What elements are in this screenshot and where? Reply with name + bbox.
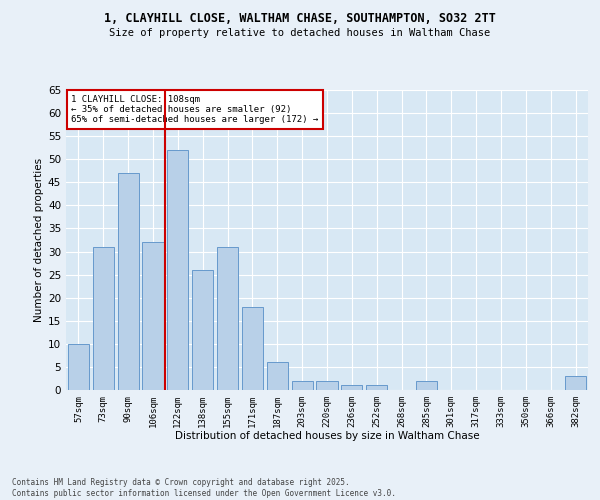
Bar (93, 247, 114, 390)
Bar (416, 381, 437, 390)
Text: Size of property relative to detached houses in Waltham Chase: Size of property relative to detached ho… (109, 28, 491, 38)
Bar (341, 386, 362, 390)
Bar (118, 173, 139, 390)
Bar (68, 344, 89, 390)
Bar (316, 381, 338, 390)
Bar (366, 386, 387, 390)
Text: Contains HM Land Registry data © Crown copyright and database right 2025.
Contai: Contains HM Land Registry data © Crown c… (12, 478, 396, 498)
Bar (292, 381, 313, 390)
Text: 1 CLAYHILL CLOSE: 108sqm
← 35% of detached houses are smaller (92)
65% of semi-d: 1 CLAYHILL CLOSE: 108sqm ← 35% of detach… (71, 94, 319, 124)
Bar (565, 376, 586, 390)
Bar (167, 150, 188, 390)
Bar (142, 242, 164, 390)
Text: 1, CLAYHILL CLOSE, WALTHAM CHASE, SOUTHAMPTON, SO32 2TT: 1, CLAYHILL CLOSE, WALTHAM CHASE, SOUTHA… (104, 12, 496, 26)
Bar (267, 362, 288, 390)
Bar (242, 307, 263, 390)
Bar (217, 247, 238, 390)
Y-axis label: Number of detached properties: Number of detached properties (34, 158, 44, 322)
X-axis label: Distribution of detached houses by size in Waltham Chase: Distribution of detached houses by size … (175, 432, 479, 442)
Bar (192, 270, 213, 390)
